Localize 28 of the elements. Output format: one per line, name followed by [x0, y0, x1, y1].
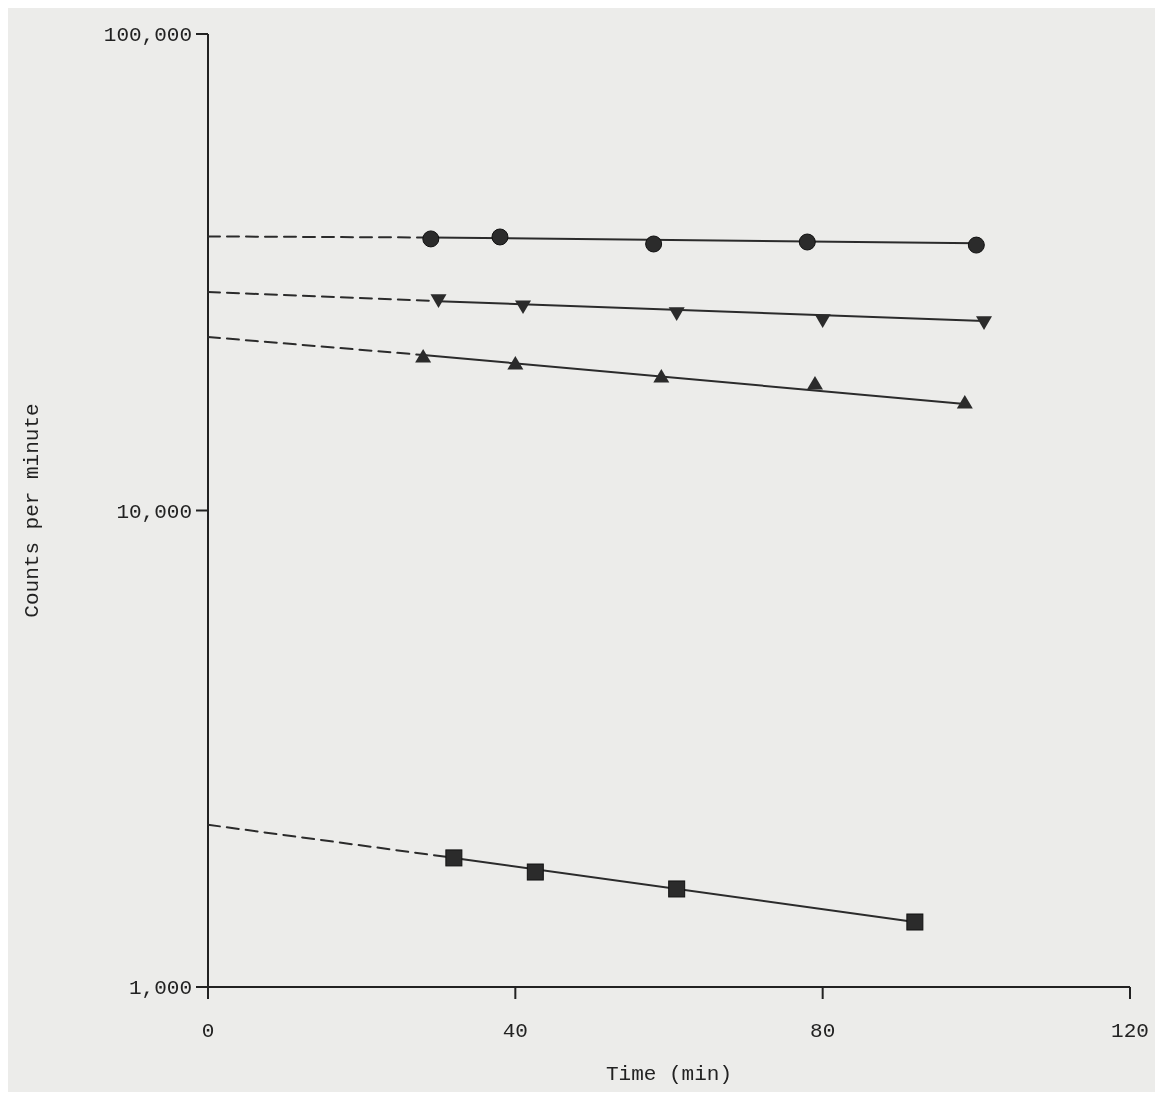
point	[422, 230, 440, 248]
point	[645, 235, 663, 253]
point	[976, 316, 993, 330]
x-tick-label: 40	[502, 1020, 528, 1043]
point	[906, 913, 924, 931]
point	[668, 307, 685, 321]
point	[430, 294, 447, 308]
point	[956, 395, 973, 409]
point	[668, 880, 686, 898]
point	[415, 348, 432, 363]
point	[491, 228, 509, 246]
y-tick-label: 100,000	[103, 24, 192, 48]
point	[806, 375, 823, 390]
point	[653, 369, 670, 383]
x-tick-label: 120	[1111, 1020, 1149, 1043]
point	[814, 314, 831, 328]
x-tick-label: 80	[810, 1020, 836, 1043]
y-tick-label: 10,000	[116, 500, 192, 524]
point	[507, 355, 524, 370]
point	[526, 863, 544, 881]
x-tick-label: 0	[201, 1020, 215, 1043]
y-tick-label: 1,000	[128, 977, 192, 1001]
point	[798, 233, 816, 251]
point	[445, 849, 463, 867]
x-axis-title: Time (min)	[605, 1063, 733, 1086]
y-axis-title: Counts per minute	[21, 403, 44, 618]
point	[967, 236, 985, 254]
point	[515, 300, 532, 315]
